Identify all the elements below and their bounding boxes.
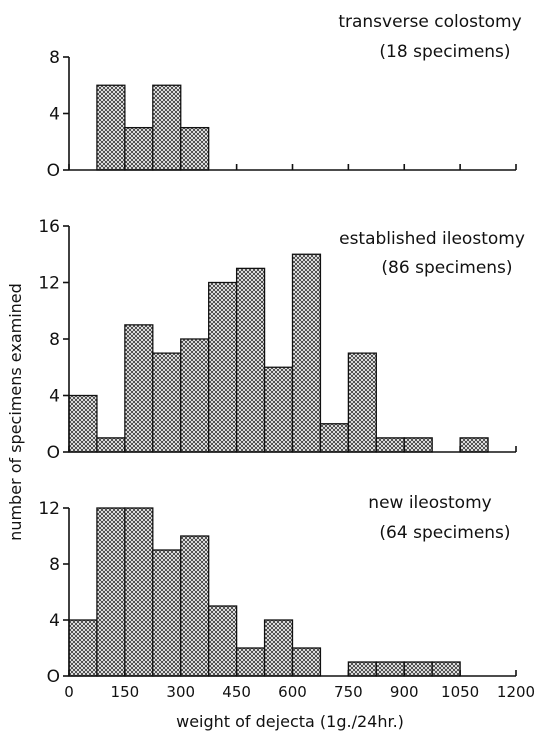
bar [375,661,405,677]
panel-title: new ileostomy [368,493,491,513]
bar [68,619,98,677]
x-tick-label: 450 [222,683,251,701]
bar [96,507,126,677]
panels-group: O 4 8 transverse colostomy (18 specimens) O 4 8… [38,12,525,687]
bar [96,437,126,453]
x-tick-label: 1050 [441,683,479,701]
bar [208,281,238,453]
bar [152,84,182,171]
bar [263,619,294,677]
histogram-panel-1: O 4 8 transverse colostomy (18 specimens) [47,12,522,181]
bar [124,126,154,171]
bar [235,647,266,677]
bar [375,437,405,453]
x-axis: 0 150 300 450 600 750 900 1050 1200 [64,683,535,701]
bar [319,423,350,453]
y-tick-label: 4 [49,105,60,125]
bar [235,267,266,453]
bar [347,352,377,453]
bar [459,437,489,453]
histogram-panel-3: O 4 8 12 new ileostomy (64 specimens) [38,493,517,687]
y-tick-label: 8 [49,555,60,575]
x-tick-label: 600 [278,683,307,701]
panel-title: transverse colostomy [338,12,521,32]
y-tick-label: O [47,161,60,181]
y-tick-label: 4 [49,387,60,407]
bar [208,605,238,677]
bar [152,352,182,453]
panel-title: established ileostomy [339,229,525,249]
x-tick-label: 0 [64,683,74,701]
y-tick-label: 4 [49,611,60,631]
panel-subtitle: (86 specimens) [381,258,512,278]
panel-subtitle: (64 specimens) [379,523,510,543]
x-tick-label: 750 [334,683,363,701]
y-tick-label: 12 [38,274,60,294]
bar [124,324,154,453]
bar [124,507,154,677]
bar [180,126,210,171]
x-tick-label: 1200 [497,683,535,701]
bar [68,394,98,453]
bar [291,253,322,453]
bar [403,661,433,677]
bar [263,366,294,453]
histogram-panel-2: O 4 8 12 16 established ileostomy (86 specimen… [38,217,525,463]
bar [403,437,433,453]
y-tick-label: O [47,443,60,463]
x-tick-label: 300 [166,683,195,701]
y-tick-label: 8 [49,48,60,68]
bar [291,647,322,677]
x-tick-label: 900 [390,683,419,701]
x-tick-label: 150 [111,683,140,701]
y-axis-title: number of specimens examined [6,283,25,541]
bar [180,338,210,453]
y-tick-label: 12 [38,499,60,519]
y-tick-label: 16 [38,217,60,237]
y-tick-label: O [47,667,60,687]
bar [431,661,461,677]
bar [180,535,210,677]
bar [152,549,182,677]
bar [96,84,126,171]
y-tick-label: 8 [49,330,60,350]
panel-subtitle: (18 specimens) [379,42,510,62]
bar [347,661,377,677]
x-axis-title: weight of dejecta (1g./24hr.) [176,712,404,731]
